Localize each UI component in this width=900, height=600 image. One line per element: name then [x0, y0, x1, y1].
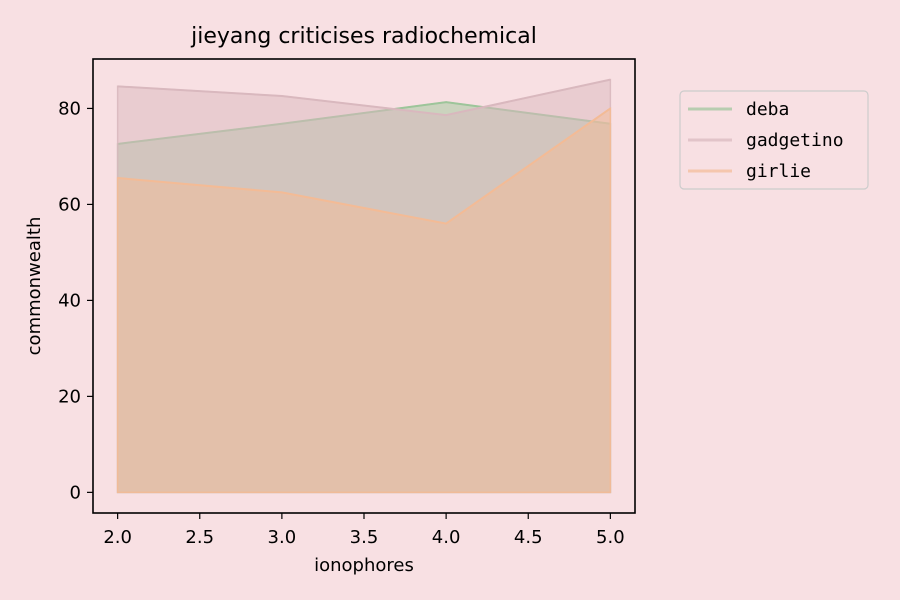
series-line-girlie	[117, 107, 611, 225]
x-tick-label: 4.0	[432, 527, 461, 548]
legend: deba gadgetino girlie	[679, 90, 869, 190]
plot-area	[116, 78, 612, 494]
x-tick-label: 3.0	[268, 527, 297, 548]
y-axis: 0 20 40 60 80	[58, 98, 93, 503]
y-tick-label: 80	[58, 98, 81, 119]
y-tick-label: 60	[58, 194, 81, 215]
chart-title: jieyang criticises radiochemical	[190, 24, 537, 49]
x-tick-label: 2.5	[185, 527, 214, 548]
legend-box	[679, 90, 869, 190]
y-axis-label: commonwealth	[24, 217, 45, 356]
x-tick-label: 5.0	[596, 527, 625, 548]
x-tick-label: 4.5	[514, 527, 543, 548]
legend-label-deba: deba	[746, 99, 789, 120]
legend-label-girlie: girlie	[746, 161, 811, 182]
x-tick-label: 3.5	[350, 527, 379, 548]
y-tick-label: 0	[70, 482, 81, 503]
y-tick-label: 40	[58, 290, 81, 311]
legend-label-gadgetino: gadgetino	[746, 130, 844, 151]
x-axis: 2.0 2.5 3.0 3.5 4.0 4.5 5.0	[103, 513, 625, 548]
series-line-gadgetino	[117, 78, 611, 117]
x-tick-label: 2.0	[103, 527, 132, 548]
y-tick-label: 20	[58, 386, 81, 407]
x-axis-label: ionophores	[314, 555, 414, 576]
